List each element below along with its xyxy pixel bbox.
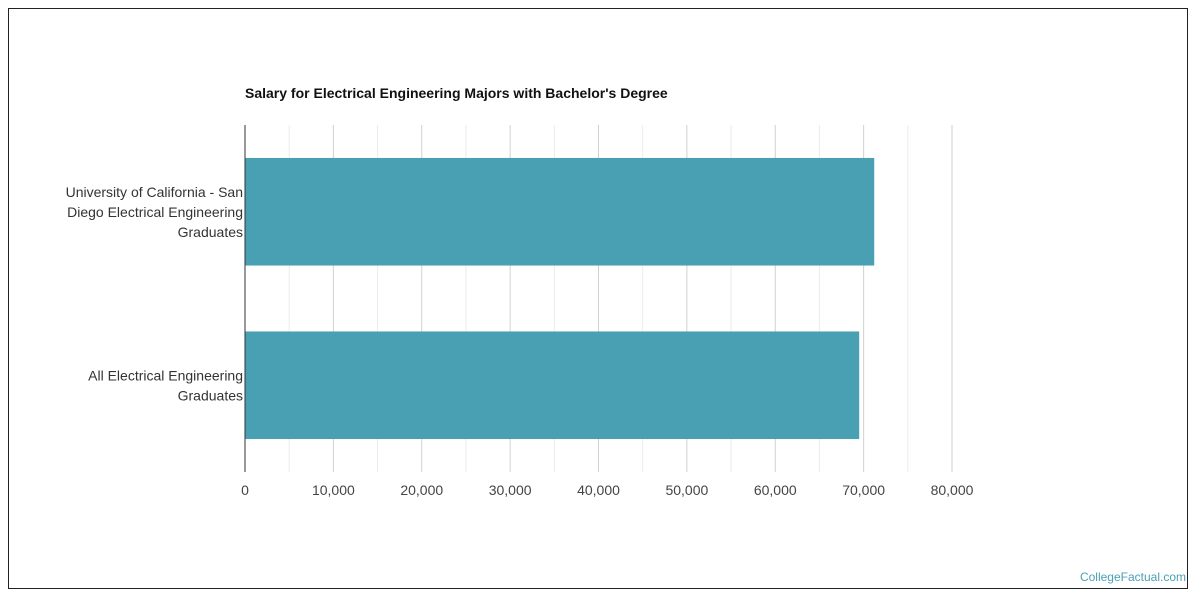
category-label-line: All Electrical Engineering: [88, 367, 243, 383]
x-tick-label: 50,000: [665, 482, 708, 498]
category-label: All Electrical Engineering Graduates: [88, 367, 243, 403]
x-tick-label: 0: [241, 482, 249, 498]
category-label-line: University of California - San: [66, 184, 243, 200]
category-label-line: Diego Electrical Engineering: [67, 204, 243, 220]
bar-1: [245, 331, 860, 440]
x-tick-label: 30,000: [489, 482, 532, 498]
category-label-line: Graduates: [178, 224, 243, 240]
category-label: University of California - San Diego Elec…: [66, 184, 243, 240]
x-tick-label: 10,000: [312, 482, 355, 498]
x-tick-label: 80,000: [931, 482, 974, 498]
bar-0: [245, 157, 875, 266]
watermark-link[interactable]: CollegeFactual.com: [1079, 570, 1186, 584]
chart-title: Salary for Electrical Engineering Majors…: [245, 85, 668, 101]
x-tick-label: 20,000: [400, 482, 443, 498]
category-label-line: Graduates: [178, 387, 243, 403]
x-tick-label: 70,000: [842, 482, 885, 498]
x-tick-label: 60,000: [754, 482, 797, 498]
x-tick-label: 40,000: [577, 482, 620, 498]
